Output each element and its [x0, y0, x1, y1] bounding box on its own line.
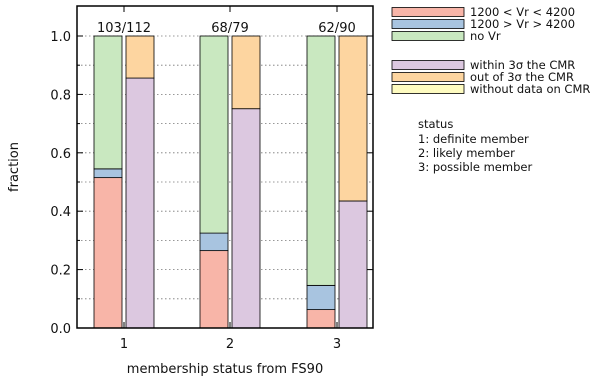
bar-segment: [125, 35, 155, 79]
x-tick-label: 1: [120, 337, 128, 352]
legend-label: 1200 > Vr > 4200: [470, 17, 575, 31]
x-ticks: 1 2 3: [120, 6, 341, 352]
y-tick-label: 0.6: [50, 147, 71, 162]
status-legend-item: 1: definite member: [418, 132, 529, 146]
status-legend-item: 3: possible member: [418, 160, 532, 174]
y-tick-label: 0.2: [50, 264, 71, 279]
y-tick-label: 0.0: [50, 322, 71, 337]
bar-segment: [93, 168, 123, 179]
bar-segment: [306, 309, 336, 329]
bar-segment: [338, 35, 368, 202]
status-legend-title: status: [418, 117, 453, 131]
legend-swatch: [391, 31, 465, 41]
bar-segment: [125, 77, 155, 329]
x-tick-label: 2: [226, 337, 234, 352]
bar-segment: [199, 232, 229, 252]
y-tick-label: 0.8: [50, 88, 71, 103]
status-legend-item: 2: likely member: [418, 146, 515, 160]
legend-swatch: [391, 60, 465, 70]
plot-frame: [76, 5, 374, 329]
bar-segment: [231, 108, 261, 329]
bar-segment: [199, 35, 229, 234]
bar-segment: [231, 35, 261, 110]
bar-segment: [93, 177, 123, 329]
y-tick-label: 1.0: [50, 30, 71, 45]
legend-swatch: [391, 84, 465, 94]
count-label: 68/79: [211, 21, 248, 36]
x-tick-label: 3: [333, 337, 341, 352]
y-ticks: 0.0 0.2 0.4 0.6 0.8 1.0: [50, 30, 373, 337]
legend-label: within 3σ the CMR: [470, 58, 575, 72]
legend-swatch: [391, 7, 465, 17]
x-axis-label: membership status from FS90: [127, 362, 323, 377]
legend-label: out of 3σ the CMR: [470, 70, 574, 84]
count-label: 103/112: [97, 21, 151, 36]
legend-label: without data on CMR: [470, 82, 590, 96]
bar-segment: [93, 35, 123, 170]
count-labels: 103/112 68/79 62/90: [97, 21, 356, 36]
legend-label: 1200 < Vr < 4200: [470, 5, 575, 19]
y-tick-label: 0.4: [50, 205, 71, 220]
bar-segment: [199, 250, 229, 329]
bar-segment: [338, 200, 368, 329]
bar-segment: [306, 35, 336, 286]
bar-segment: [306, 284, 336, 311]
legend-swatch: [391, 19, 465, 29]
count-label: 62/90: [318, 21, 355, 36]
legend-label: no Vr: [470, 29, 501, 43]
bars: [93, 35, 368, 329]
y-axis-label: fraction: [7, 142, 22, 192]
legend-swatch: [391, 72, 465, 82]
